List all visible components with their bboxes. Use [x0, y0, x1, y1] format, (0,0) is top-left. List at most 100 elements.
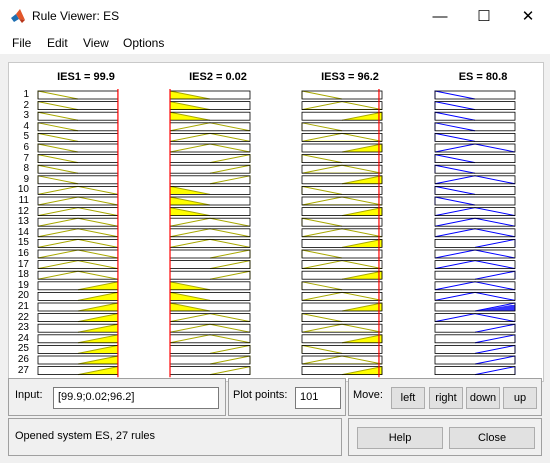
rule-box	[434, 355, 516, 365]
menu-edit[interactable]: Edit	[47, 36, 68, 50]
rule-number: 12	[17, 205, 29, 217]
rule-box	[301, 217, 383, 227]
mf-triangle	[301, 153, 343, 164]
maximize-button[interactable]: ☐	[462, 0, 506, 32]
mf-triangle	[169, 217, 251, 227]
mf-triangle	[434, 313, 516, 323]
rule-box	[434, 366, 516, 376]
plot-points-panel: Plot points: 101	[228, 378, 346, 416]
mf-triangle	[169, 143, 251, 153]
mf-triangle	[301, 217, 343, 227]
mf-triangle	[434, 143, 516, 153]
rule-box	[301, 302, 383, 312]
mf-triangle	[434, 249, 516, 259]
input-field[interactable]: [99.9;0.02;96.2]	[53, 387, 219, 409]
move-left-button[interactable]: left	[391, 387, 425, 409]
minimize-button[interactable]: —	[418, 0, 462, 32]
rule-number: 10	[17, 184, 29, 196]
mf-triangle	[37, 260, 119, 270]
move-right-button[interactable]: right	[429, 387, 463, 409]
rule-box	[37, 207, 119, 217]
rule-box	[301, 164, 383, 174]
rule-box	[434, 260, 516, 270]
mf-triangle	[301, 101, 383, 111]
rule-number: 26	[17, 354, 29, 365]
menu-file[interactable]: File	[12, 36, 32, 50]
rule-box	[169, 355, 251, 365]
mf-triangle	[301, 185, 343, 195]
mf-triangle	[37, 207, 119, 217]
mf-triangle	[434, 111, 476, 121]
mf-triangle	[434, 207, 516, 217]
mf-triangle	[434, 122, 476, 132]
rule-box	[301, 196, 383, 206]
mf-triangle	[37, 185, 119, 195]
window-title: Rule Viewer: ES	[32, 9, 120, 23]
rule-number: 20	[17, 290, 29, 302]
mf-triangle	[434, 164, 476, 174]
mf-triangle	[169, 238, 251, 248]
rule-box	[37, 154, 119, 163]
mf-triangle	[37, 122, 79, 132]
rule-box	[301, 238, 383, 248]
rule-box	[434, 186, 516, 195]
rule-number: 23	[17, 322, 29, 334]
close-window-button[interactable]: ✕	[506, 0, 550, 32]
mf-triangle	[209, 164, 251, 174]
minimize-icon: —	[432, 7, 448, 25]
rule-number: 24	[17, 332, 29, 344]
rule-viewer-client: IES1 = 99.9 IES2 = 0.02 IES3 = 96.2 ES =…	[0, 54, 550, 463]
rule-box	[169, 154, 251, 163]
mf-triangle	[37, 90, 79, 100]
help-button[interactable]: Help	[357, 427, 443, 449]
move-down-button[interactable]: down	[466, 387, 500, 409]
rule-number: 15	[17, 237, 29, 249]
rule-box	[301, 334, 383, 344]
rule-number: 9	[23, 173, 29, 185]
rule-box	[301, 207, 383, 217]
rules-plot[interactable]	[9, 63, 543, 381]
rule-box	[434, 313, 516, 323]
mf-triangle	[37, 228, 119, 238]
menu-options[interactable]: Options	[123, 36, 165, 50]
rule-box	[434, 302, 516, 312]
rule-box	[37, 122, 119, 132]
mf-triangle	[301, 312, 343, 323]
rule-box	[37, 164, 119, 174]
mf-triangle	[209, 344, 251, 354]
mf-triangle	[301, 344, 343, 354]
ies1-title: IES1 = 99.9	[57, 71, 115, 83]
rule-box	[169, 344, 251, 354]
mf-triangle	[301, 281, 343, 291]
rule-number: 16	[17, 248, 29, 259]
rule-box	[169, 260, 251, 270]
close-icon: ✕	[521, 8, 535, 25]
title-bar: Rule Viewer: ES — ☐ ✕	[0, 0, 550, 32]
close-button[interactable]: Close	[449, 427, 535, 449]
mf-triangle	[434, 217, 516, 227]
rule-number: 3	[23, 110, 29, 122]
rule-box	[434, 90, 516, 100]
mf-triangle	[301, 249, 343, 259]
mf-triangle	[474, 365, 516, 376]
mf-triangle	[474, 270, 516, 280]
rule-box	[434, 217, 516, 227]
mf-triangle	[474, 355, 516, 365]
rule-box	[434, 154, 516, 163]
rule-box	[169, 133, 251, 142]
rule-number: 2	[23, 99, 29, 111]
rule-number: 25	[17, 343, 29, 355]
mf-triangle	[37, 175, 79, 185]
rule-box	[301, 249, 383, 259]
plot-points-field[interactable]: 101	[295, 387, 341, 409]
rule-number: 11	[18, 195, 29, 206]
mf-triangle	[209, 355, 251, 365]
move-up-button[interactable]: up	[503, 387, 537, 409]
menu-view[interactable]: View	[83, 36, 109, 50]
es-title: ES = 80.8	[458, 71, 508, 83]
rule-box	[37, 143, 119, 153]
rule-box	[301, 111, 383, 121]
mf-triangle	[301, 323, 383, 333]
mf-triangle	[474, 323, 516, 333]
mf-triangle	[37, 249, 119, 259]
